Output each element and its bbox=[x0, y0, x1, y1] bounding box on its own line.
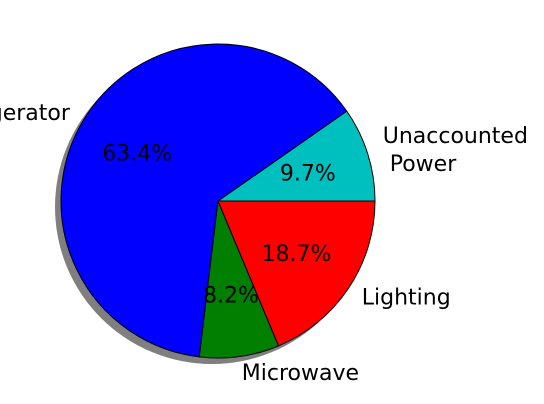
slice-percent-refrigerator: 63.4% bbox=[102, 142, 172, 167]
slice-label-unaccounted-power: Unaccounted Power bbox=[383, 124, 528, 177]
slice-label-microwave: Microwave bbox=[242, 361, 359, 386]
slice-percent-lighting: 18.7% bbox=[261, 242, 331, 267]
slice-percent-unaccounted-power: 9.7% bbox=[280, 162, 336, 187]
pie-percent-labels: 9.7% 63.4% 8.2%18.7% bbox=[102, 142, 336, 309]
slice-unaccounted-power bbox=[217, 110, 376, 202]
slice-label-line: Microwave bbox=[242, 361, 359, 386]
slice-percent-microwave: 8.2% bbox=[203, 283, 259, 308]
slice-label-lighting: Lighting bbox=[362, 286, 451, 311]
slice-label-line: Power bbox=[383, 152, 457, 177]
slice-label-line: Refrigerator bbox=[0, 101, 71, 126]
slice-label-line: Unaccounted bbox=[383, 124, 528, 149]
pie-slices bbox=[60, 43, 376, 359]
slice-label-line: Lighting bbox=[362, 286, 451, 311]
slice-refrigerator bbox=[60, 43, 348, 358]
pie-labels: Unaccounted Power Refrigerator Microwave Li… bbox=[0, 101, 528, 386]
slice-label-refrigerator: Refrigerator bbox=[0, 101, 71, 126]
slice-lighting bbox=[217, 200, 376, 347]
